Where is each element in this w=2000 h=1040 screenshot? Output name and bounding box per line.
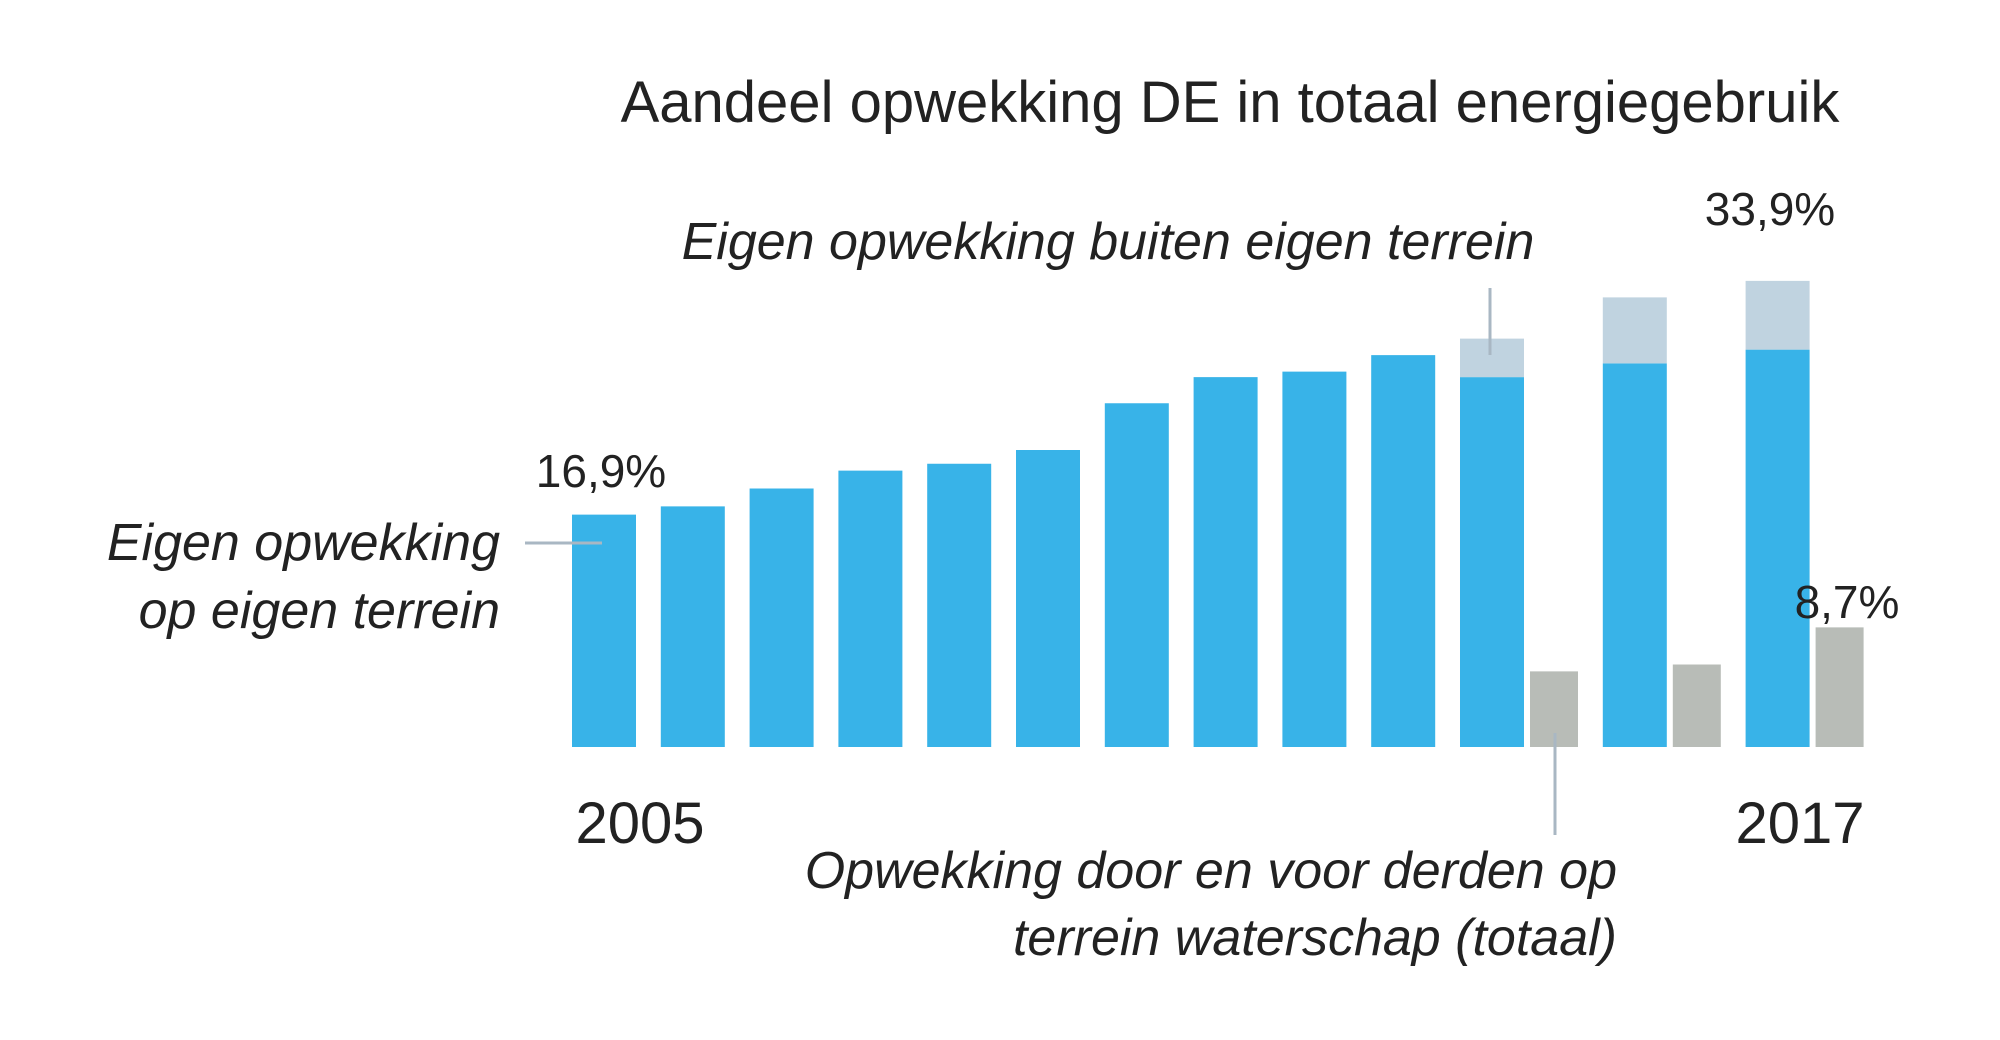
value-label-last-total: 33,9% (1705, 183, 1835, 235)
annotation-outside: Eigen opwekking buiten eigen terrein (682, 213, 1535, 271)
annotation-third-line2: terrein waterschap (totaal) (1013, 909, 1617, 967)
tick-label-first: 2005 (575, 791, 704, 856)
chart-title: Aandeel opwekking DE in totaal energiege… (621, 70, 1841, 135)
value-label-last-third: 8,7% (1795, 576, 1900, 628)
bar-own-2006 (660, 506, 725, 747)
value-label-first: 16,9% (536, 445, 666, 497)
bar-own-2012 (1193, 377, 1258, 747)
tick-label-last: 2017 (1735, 791, 1864, 856)
bar-own-2008 (838, 470, 903, 747)
bar-outside-2015 (1460, 338, 1524, 378)
bar-own-2017 (1745, 349, 1810, 747)
bar-third-2016 (1672, 664, 1721, 747)
bar-own-2016 (1602, 363, 1667, 747)
bar-outside-2016 (1602, 297, 1667, 364)
bar-outside-2017 (1745, 280, 1810, 350)
bar-own-2015 (1460, 377, 1524, 747)
annotation-own-line2: op eigen terrein (139, 582, 500, 640)
bar-own-2007 (749, 488, 814, 747)
bar-own-2005 (572, 514, 636, 747)
bar-own-2014 (1371, 355, 1436, 747)
annotation-own-line1: Eigen opwekking (107, 514, 500, 572)
annotation-third-line1: Opwekking door en voor derden op (805, 842, 1617, 900)
bar-own-2009 (927, 463, 992, 747)
bar-own-2013 (1282, 371, 1347, 747)
bar-own-2011 (1104, 403, 1169, 747)
bar-third-2017 (1815, 627, 1864, 747)
bar-own-2010 (1016, 450, 1080, 747)
bars-group (572, 280, 1864, 747)
